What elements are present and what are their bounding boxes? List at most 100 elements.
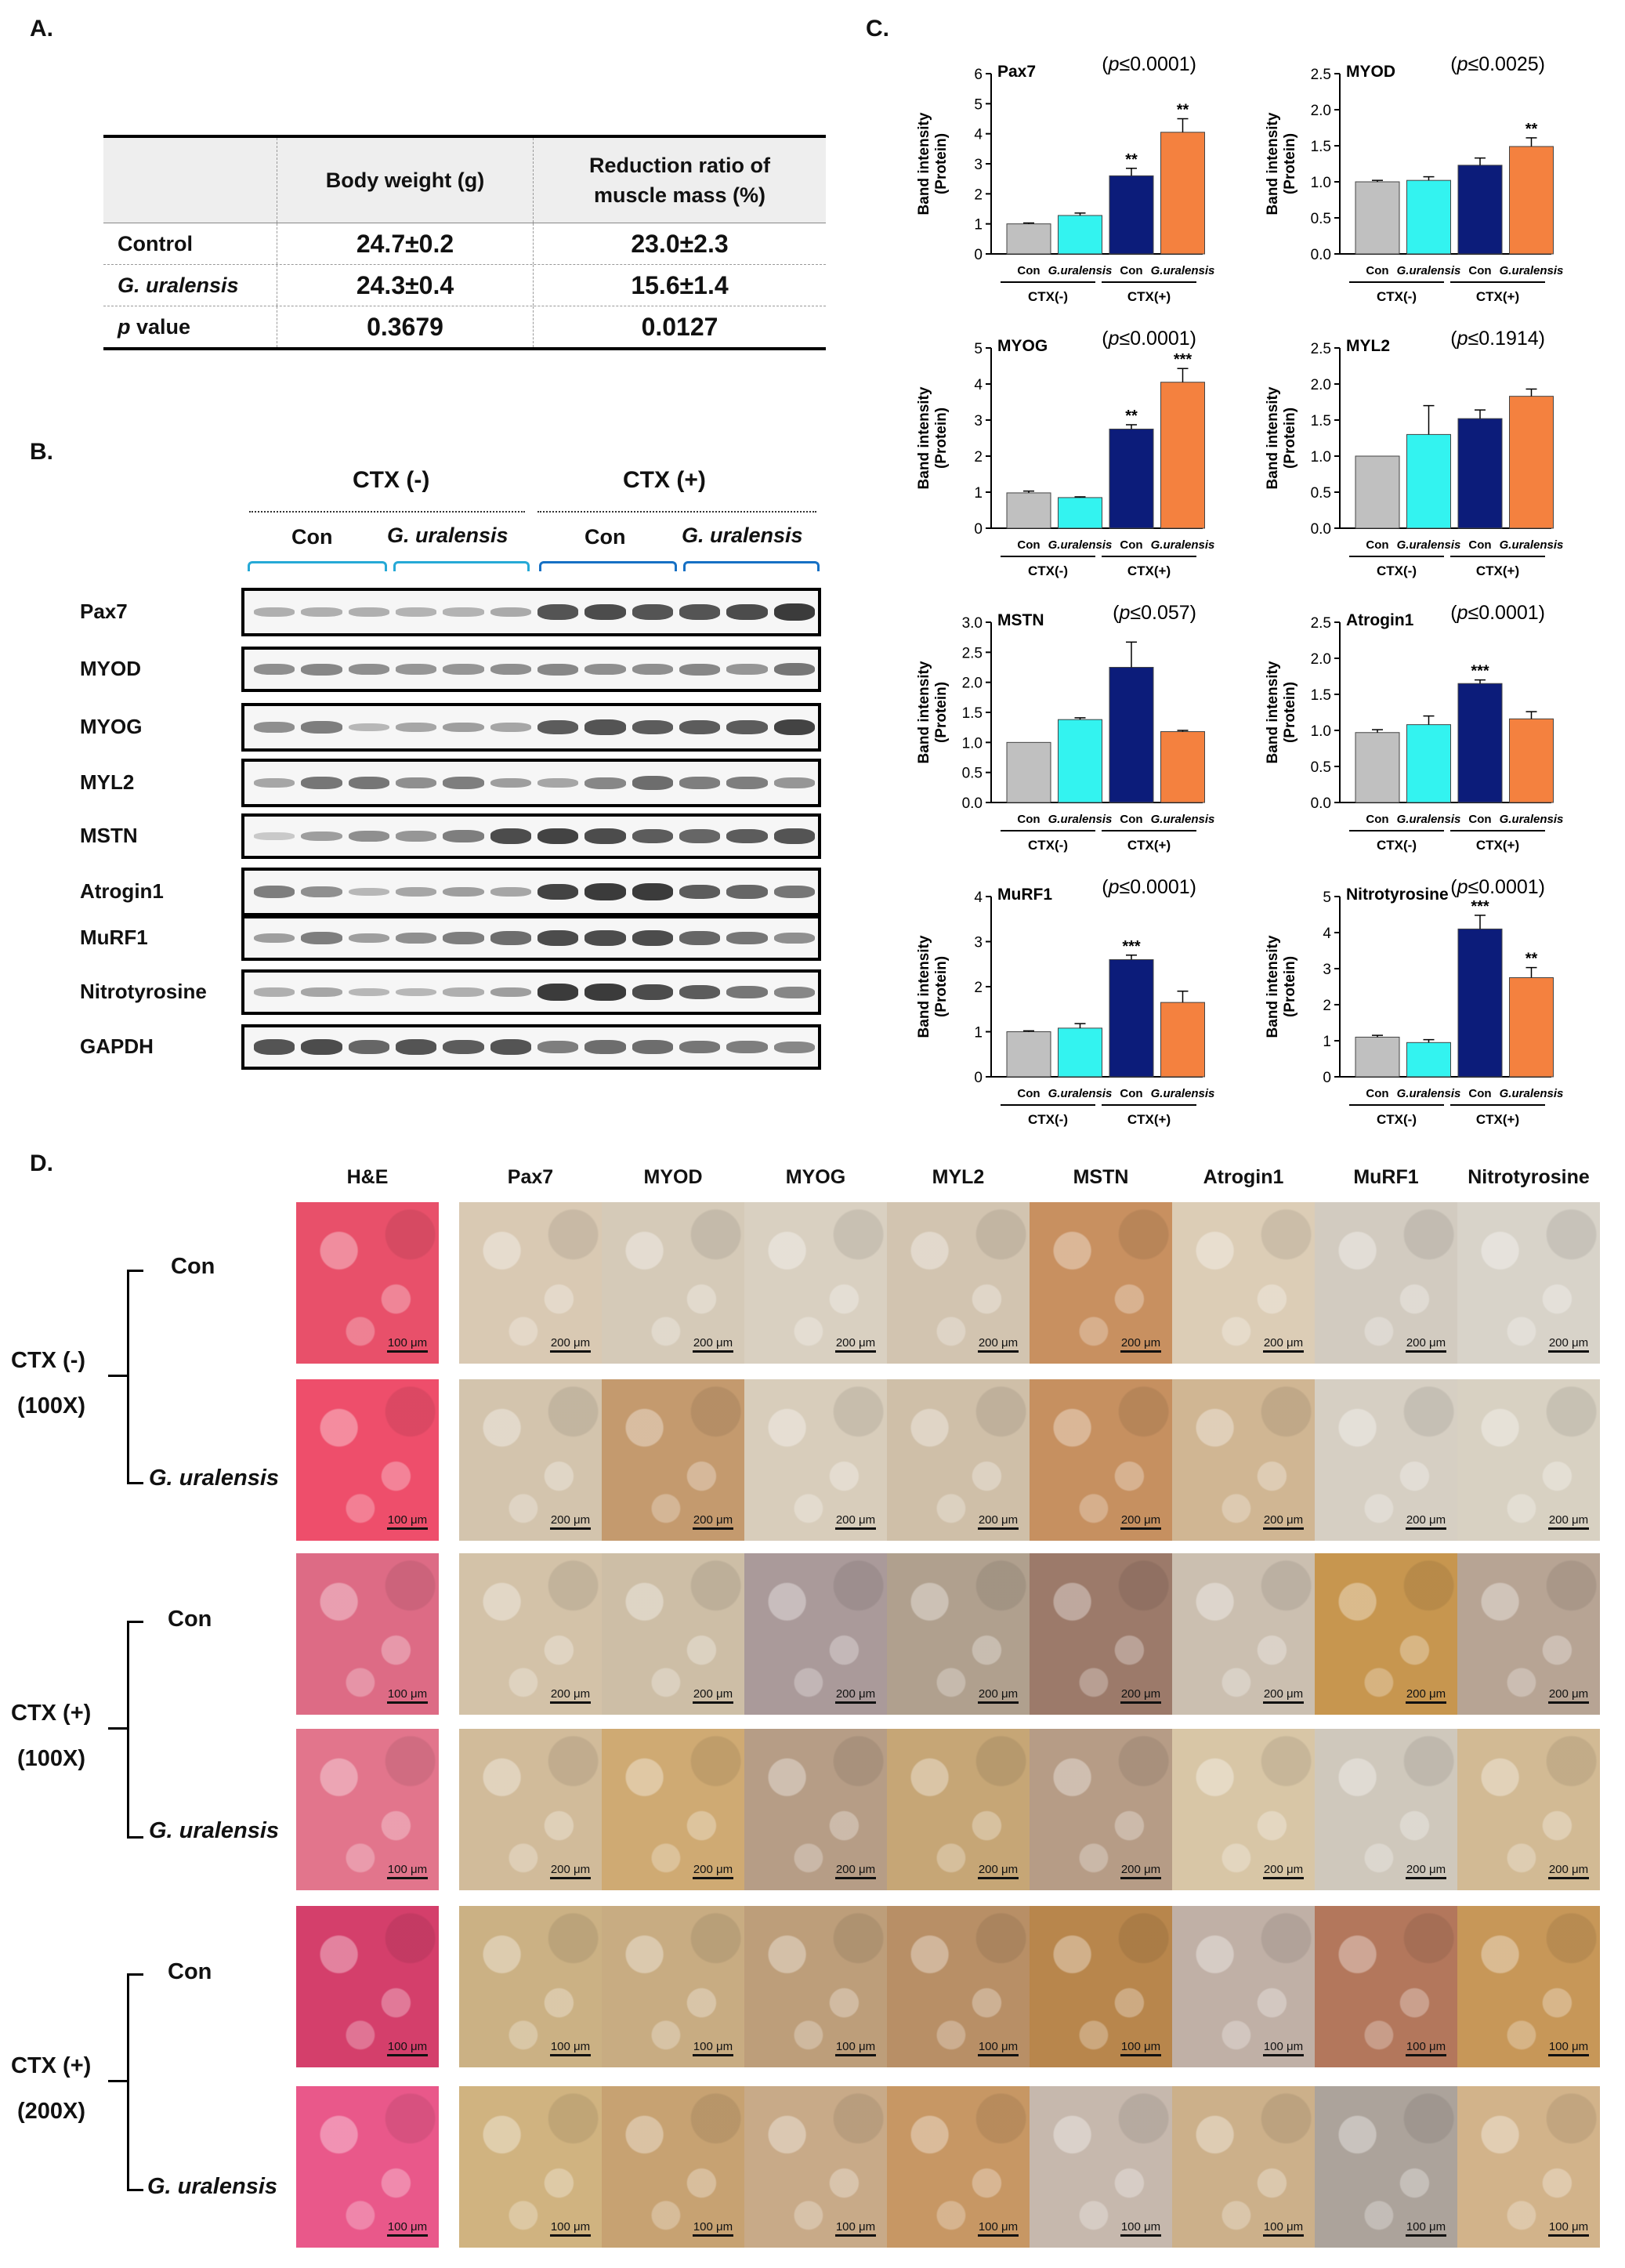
- lane-bracket: [539, 561, 677, 571]
- blot-band: [773, 662, 815, 676]
- x-tick-label: G.uralensis: [1500, 264, 1564, 277]
- histology-tile: 100 μm: [1172, 1906, 1315, 2067]
- scale-bar-label: 200 μm: [1406, 1863, 1446, 1876]
- y-tick-label: 2: [1323, 998, 1331, 1014]
- blot-band: [679, 931, 721, 945]
- p-value: (p≤0.0001): [1102, 876, 1196, 898]
- blot-band: [490, 987, 531, 998]
- bar-chart-nitrotyrosine: Band intensity (Protein) 0 1 2 3 4 5 Nitrotyrosi…: [1265, 876, 1563, 1127]
- x-tick-label: Con: [1468, 1087, 1491, 1100]
- group-label: CTX (-): [11, 1348, 86, 1373]
- blot-band: [679, 829, 721, 843]
- blot-protein-label: MuRF1: [80, 926, 148, 949]
- scale-bar: 200 μm: [550, 1336, 591, 1353]
- scale-bar-line: [387, 1527, 428, 1530]
- scale-bar-label: 200 μm: [1120, 1687, 1161, 1701]
- blot-band: [396, 664, 437, 675]
- scale-bar: 200 μm: [978, 1336, 1019, 1353]
- scale-bar-line: [1548, 2054, 1589, 2056]
- histology-tile: 100 μm: [1030, 1906, 1172, 2067]
- x-tick-label: G.uralensis: [1151, 813, 1215, 826]
- scale-bar: 100 μm: [978, 2040, 1019, 2056]
- bar: [1006, 223, 1051, 255]
- significance-stars: ***: [1471, 898, 1489, 915]
- table-header-row: Body weight (g) Reduction ratio of muscl…: [103, 135, 826, 223]
- y-tick-label: 4: [1323, 926, 1331, 942]
- scale-bar-label: 200 μm: [1548, 1513, 1589, 1527]
- scale-bar-line: [693, 1527, 733, 1530]
- y-tick-label: 3: [974, 157, 983, 173]
- scale-bar-line: [387, 1877, 428, 1879]
- chart-title: Atrogin1: [1346, 611, 1414, 629]
- scale-bar-line: [693, 2234, 733, 2237]
- histology-tile: 100 μm: [744, 2086, 887, 2248]
- x-tick-label: G.uralensis: [1151, 264, 1215, 277]
- blot-band: [537, 604, 579, 620]
- blot-subgroup-label: Con: [584, 525, 626, 549]
- scale-bar-line: [1548, 1701, 1589, 1704]
- blot-band: [537, 719, 579, 735]
- scale-bar-line: [835, 2234, 876, 2237]
- x-tick-label: Con: [1120, 813, 1142, 826]
- y-axis-label: Band intensity: [1265, 386, 1281, 489]
- blot-band: [301, 776, 342, 790]
- y-tick-label: 0.0: [1311, 521, 1331, 538]
- blot-band: [584, 777, 626, 789]
- y-tick-label: 2: [974, 449, 983, 466]
- blot-band: [584, 828, 626, 844]
- chart-title: MYOD: [1346, 63, 1395, 81]
- scale-bar-line: [550, 2054, 591, 2056]
- y-tick-label: 4: [974, 127, 983, 143]
- histology-tile: 200 μm: [1172, 1553, 1315, 1715]
- scale-bar-line: [1548, 1527, 1589, 1530]
- y-tick-label: 5: [974, 96, 983, 113]
- table-header-cell: [103, 138, 277, 223]
- histology-tile: 200 μm: [1030, 1379, 1172, 1541]
- scale-bar-line: [693, 1701, 733, 1704]
- scale-bar-label: 200 μm: [550, 1863, 591, 1876]
- significance-stars: ***: [1471, 663, 1489, 680]
- scale-bar-line: [978, 1527, 1019, 1530]
- table-cell: 24.3±0.4: [277, 265, 534, 306]
- scale-bar-line: [1120, 1527, 1161, 1530]
- blot-band: [443, 932, 484, 944]
- histology-tile: 100 μm: [744, 1906, 887, 2067]
- histology-tile: 200 μm: [744, 1729, 887, 1890]
- scale-bar-label: 200 μm: [1263, 1336, 1304, 1350]
- bar: [1406, 433, 1451, 529]
- scale-bar: 100 μm: [835, 2040, 876, 2056]
- bar: [1406, 179, 1451, 255]
- stain-column-header: MYOG: [785, 1166, 846, 1188]
- scale-bar: 100 μm: [978, 2220, 1019, 2237]
- blot-band: [632, 828, 673, 844]
- blot-band: [490, 886, 531, 897]
- scale-bar-label: 200 μm: [978, 1336, 1019, 1350]
- scale-bar: 100 μm: [387, 1336, 428, 1353]
- blot-band: [537, 828, 579, 845]
- blot-band: [537, 663, 579, 676]
- blot-band: [490, 931, 531, 945]
- x-tick-label: G.uralensis: [1397, 813, 1461, 826]
- blot-band: [537, 1041, 579, 1053]
- scale-bar: 200 μm: [1548, 1513, 1589, 1530]
- bar: [1058, 497, 1102, 529]
- blot-band: [773, 603, 815, 621]
- histology-tile: 200 μm: [744, 1202, 887, 1364]
- y-tick-label: 1.0: [962, 735, 983, 752]
- blot-band: [726, 719, 768, 735]
- blot-band: [726, 1041, 768, 1053]
- scale-bar-label: 200 μm: [1406, 1687, 1446, 1701]
- scale-bar-line: [1263, 1350, 1304, 1353]
- y-tick-label: 0.5: [962, 766, 983, 782]
- bar: [1509, 718, 1554, 803]
- y-tick-label: 0: [974, 247, 983, 263]
- scale-bar-line: [550, 1350, 591, 1353]
- scale-bar: 200 μm: [835, 1687, 876, 1704]
- bar: [1509, 977, 1554, 1078]
- bar-chart-myog: Band intensity (Protein) 0 1 2 3 4 5 MYOG (p≤0.00…: [916, 328, 1214, 578]
- y-tick-label: 0: [974, 521, 983, 538]
- histology-tile: 200 μm: [1457, 1379, 1600, 1541]
- scale-bar-line: [1263, 2054, 1304, 2056]
- blot-band: [726, 604, 768, 620]
- y-tick-label: 2.0: [1311, 377, 1331, 393]
